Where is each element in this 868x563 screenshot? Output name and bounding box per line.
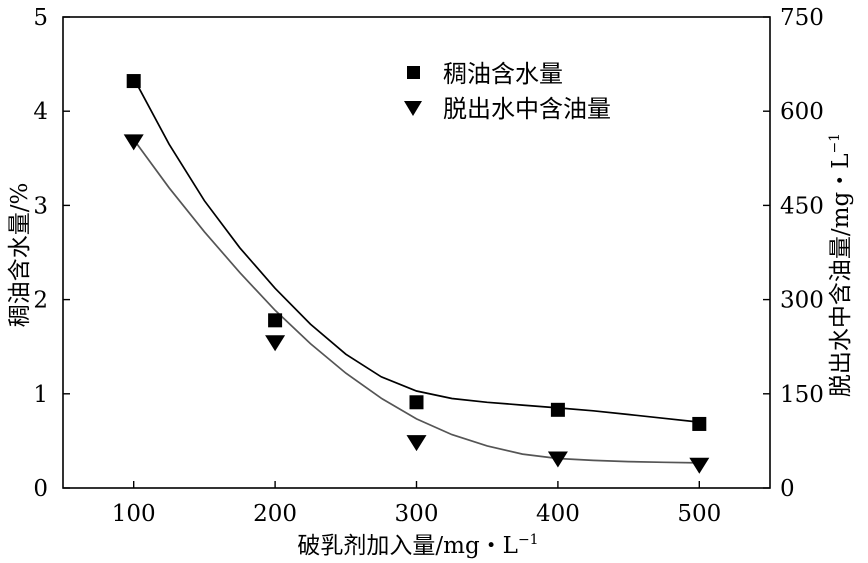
fit-line-2: [133, 138, 700, 464]
legend: 稠油含水量 脱出水中含油量: [404, 60, 611, 123]
x-tick-label: 100: [112, 501, 156, 527]
left-y-tick-label: 5: [33, 5, 48, 31]
x-tick-label: 400: [536, 501, 580, 527]
right-y-axis-title: 脱出水中含油量/mg・L−1: [827, 133, 854, 397]
plot-frame: [62, 16, 771, 489]
left-y-tick-label: 3: [33, 193, 48, 219]
data-point-square: [550, 402, 565, 417]
left-y-tick-label: 0: [33, 476, 48, 502]
left-y-tick-label: 1: [33, 382, 48, 408]
legend-marker-square: [407, 66, 420, 79]
legend-marker-triangle: [404, 101, 422, 116]
x-tick-label: 300: [395, 501, 439, 527]
data-point-triangle: [406, 435, 427, 452]
data-point-square: [409, 395, 424, 410]
x-axis-ticks: 100 200 300 400 500: [112, 481, 721, 527]
left-y-axis-ticks: 0 1 2 3 4 5: [33, 5, 70, 502]
x-tick-label: 500: [677, 501, 721, 527]
data-markers: [123, 74, 710, 474]
fit-curves: [132, 77, 700, 464]
data-point-square: [126, 74, 141, 89]
legend-label-oil-content: 脱出水中含油量: [443, 95, 611, 123]
right-y-tick-label: 600: [780, 99, 824, 125]
right-y-tick-label: 450: [780, 193, 824, 219]
data-point-square: [268, 313, 283, 328]
data-point-triangle: [547, 451, 568, 468]
legend-label-water-content: 稠油含水量: [443, 60, 563, 88]
right-y-axis-ticks: 0 150 300 450 600 750: [763, 5, 824, 502]
right-y-tick-label: 750: [780, 5, 824, 31]
data-point-triangle: [265, 335, 286, 352]
x-tick-label: 200: [253, 501, 297, 527]
right-y-tick-label: 0: [780, 476, 795, 502]
data-point-triangle: [689, 457, 710, 474]
x-axis-title: 破乳剂加入量/mg・L−1: [297, 532, 538, 559]
fit-line-1: [132, 77, 700, 423]
left-y-tick-label: 4: [33, 99, 48, 125]
left-y-tick-label: 2: [33, 288, 48, 314]
data-point-square: [692, 416, 707, 431]
left-y-axis-title: 稠油含水量/%: [7, 183, 33, 328]
right-y-tick-label: 150: [780, 382, 824, 408]
right-y-tick-label: 300: [780, 288, 824, 314]
data-point-triangle: [123, 134, 144, 151]
